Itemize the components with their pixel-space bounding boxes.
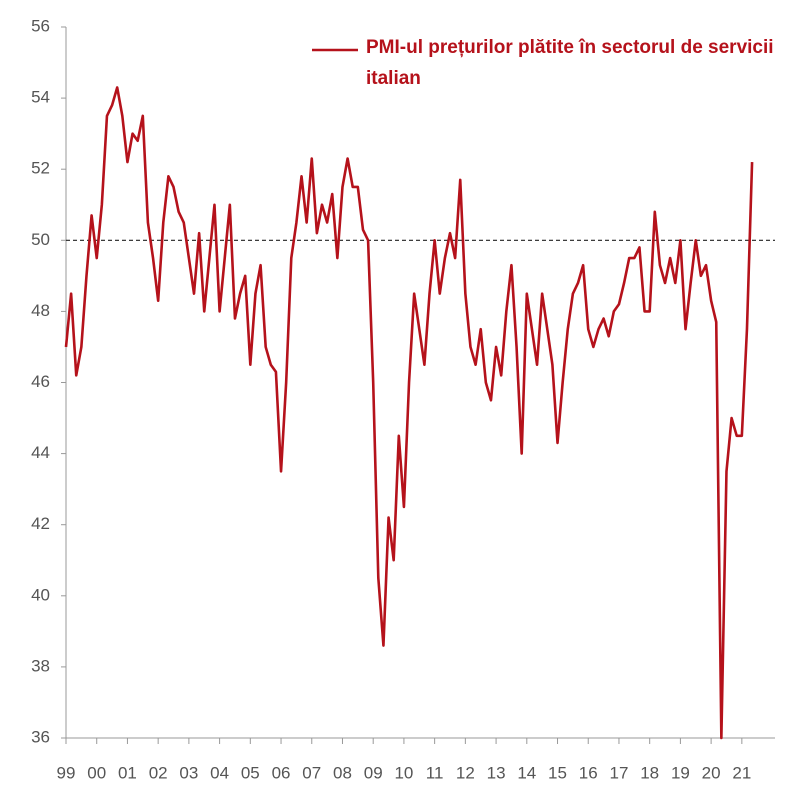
y-tick-label: 50 <box>31 230 50 249</box>
x-tick-label: 09 <box>364 763 383 782</box>
y-tick-label: 40 <box>31 585 50 604</box>
x-tick-label: 02 <box>149 763 168 782</box>
x-tick-label: 01 <box>118 763 137 782</box>
y-tick-label: 52 <box>31 159 50 178</box>
x-tick-label: 05 <box>241 763 260 782</box>
x-tick-label: 10 <box>394 763 413 782</box>
y-tick-label: 46 <box>31 372 50 391</box>
x-tick-label: 20 <box>702 763 721 782</box>
x-tick-label: 14 <box>517 763 536 782</box>
x-tick-label: 16 <box>579 763 598 782</box>
x-tick-label: 03 <box>179 763 198 782</box>
x-tick-label: 99 <box>57 763 76 782</box>
x-tick-label: 07 <box>302 763 321 782</box>
y-tick-label: 48 <box>31 301 50 320</box>
x-tick-label: 11 <box>426 763 444 782</box>
x-tick-label: 18 <box>640 763 659 782</box>
y-tick-label: 56 <box>31 16 50 35</box>
x-tick-label: 13 <box>487 763 506 782</box>
x-tick-label: 21 <box>732 763 751 782</box>
x-tick-label: 06 <box>272 763 291 782</box>
y-tick-label: 44 <box>31 443 50 462</box>
x-tick-label: 15 <box>548 763 567 782</box>
x-tick-label: 08 <box>333 763 352 782</box>
data-line <box>64 86 754 740</box>
x-tick-label: 19 <box>671 763 690 782</box>
x-tick-label: 12 <box>456 763 475 782</box>
y-tick-label: 38 <box>31 656 50 675</box>
y-tick-label: 42 <box>31 514 50 533</box>
x-tick-label: 17 <box>609 763 628 782</box>
y-tick-label: 36 <box>31 727 50 746</box>
x-tick-label: 00 <box>87 763 106 782</box>
legend-label: PMI-ul prețurilor plătite în sectorul de… <box>366 37 774 89</box>
y-tick-label: 54 <box>31 88 50 107</box>
x-tick-label: 04 <box>210 763 229 782</box>
